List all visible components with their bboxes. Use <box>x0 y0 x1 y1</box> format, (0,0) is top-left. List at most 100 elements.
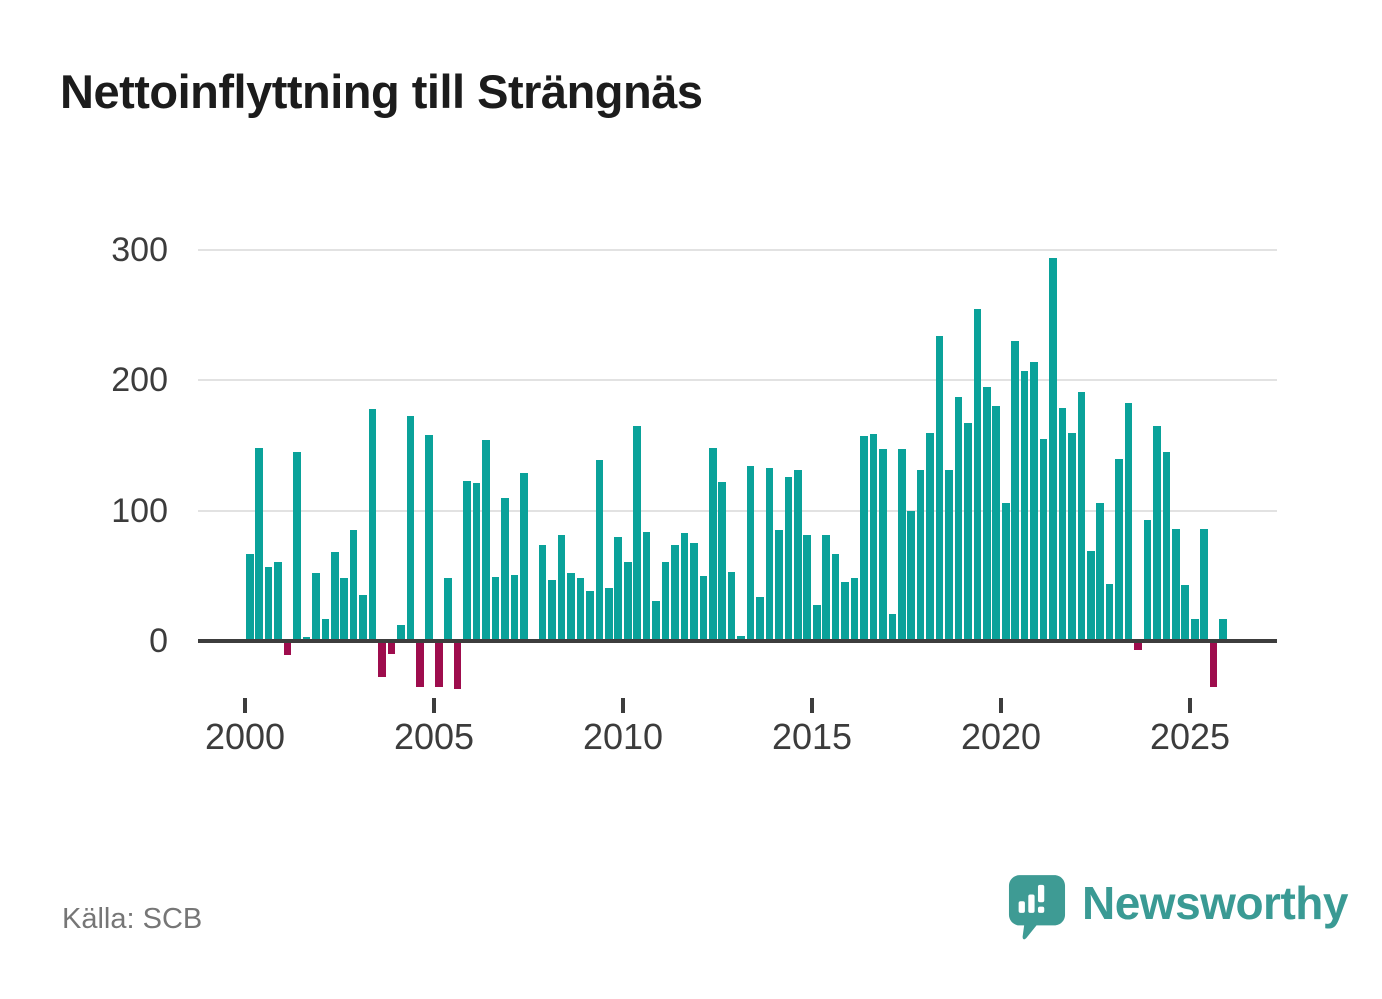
gridline <box>198 379 1277 382</box>
bar <box>954 397 963 641</box>
bar <box>1172 528 1180 641</box>
brand-footer: Newsworthy <box>1008 874 1348 944</box>
bar <box>831 553 840 641</box>
y-axis-tick-label: 100 <box>111 491 168 530</box>
bar <box>803 535 812 641</box>
bar <box>340 578 349 641</box>
bar <box>397 625 405 641</box>
bar <box>1219 618 1227 641</box>
bar <box>557 535 566 641</box>
x-axis-tick-label: 2025 <box>1149 716 1231 757</box>
bar <box>1020 371 1029 641</box>
chart-title: Nettoinflyttning till Strängnäs <box>60 65 703 118</box>
bar <box>746 466 755 641</box>
x-axis-tick <box>621 698 625 713</box>
bar <box>330 552 339 641</box>
bar <box>567 573 575 641</box>
x-axis-tick <box>1188 698 1192 713</box>
bar <box>708 448 717 641</box>
x-axis-tick-label: 2010 <box>582 716 664 757</box>
bar <box>519 472 528 641</box>
bar <box>1096 502 1105 641</box>
bar <box>680 532 689 641</box>
gridline <box>198 509 1277 512</box>
x-axis-tick <box>432 698 436 713</box>
bar <box>671 544 679 641</box>
bar <box>784 476 793 641</box>
bar <box>907 510 916 641</box>
bar <box>897 449 906 641</box>
bar <box>416 641 424 687</box>
bar <box>1143 519 1152 641</box>
x-axis-tick-label: 2015 <box>771 716 853 757</box>
bar <box>812 604 821 641</box>
bar <box>264 566 273 641</box>
bar <box>1134 641 1142 651</box>
bar <box>1030 362 1038 641</box>
y-axis-tick-label: 200 <box>111 361 168 400</box>
bar <box>538 544 547 641</box>
bar <box>576 578 585 641</box>
x-axis-tick <box>810 698 814 713</box>
bar <box>349 530 358 641</box>
bar <box>595 459 604 641</box>
bar <box>472 483 481 641</box>
bar <box>1058 407 1067 641</box>
bar <box>1039 439 1048 641</box>
bar <box>491 577 500 641</box>
bar <box>1162 452 1171 641</box>
bar <box>1153 426 1161 641</box>
bar <box>1068 432 1076 641</box>
bar <box>935 336 944 641</box>
bar <box>992 406 1001 641</box>
bar <box>548 579 556 641</box>
bar <box>642 531 651 641</box>
bar <box>501 497 509 641</box>
gridline <box>198 249 1277 252</box>
bar <box>425 435 434 641</box>
bar <box>463 480 471 641</box>
brand-name: Newsworthy <box>1082 877 1348 929</box>
bar <box>586 591 594 641</box>
bar <box>945 470 953 641</box>
x-axis-tick-label: 2020 <box>960 716 1042 757</box>
bar <box>775 530 783 641</box>
bar <box>614 536 623 641</box>
bar <box>605 587 613 641</box>
bar <box>879 449 887 641</box>
bar <box>1181 584 1190 641</box>
source-caption: Källa: SCB <box>62 903 203 935</box>
bar <box>482 440 490 641</box>
bar <box>718 482 727 641</box>
y-axis-tick-label: 0 <box>149 622 168 660</box>
bar <box>860 436 868 641</box>
bar <box>926 432 934 641</box>
bar <box>973 308 982 641</box>
x-axis-tick <box>243 698 247 713</box>
bar <box>765 467 774 641</box>
x-axis-tick <box>999 698 1003 713</box>
bar <box>1086 551 1095 641</box>
bar <box>737 635 745 641</box>
bar <box>850 578 859 641</box>
bar <box>444 578 452 641</box>
bar <box>1001 502 1010 641</box>
bar <box>888 613 897 641</box>
bar <box>822 535 830 641</box>
x-axis-tick-label: 2005 <box>393 716 475 757</box>
bar <box>652 600 660 641</box>
newsworthy-logo-icon <box>1008 875 1066 940</box>
bar <box>1077 392 1086 641</box>
bar <box>387 641 396 655</box>
bar <box>690 543 698 641</box>
bar <box>434 641 443 687</box>
bar <box>1011 341 1019 641</box>
bar <box>378 641 386 678</box>
bar <box>633 426 641 641</box>
bar <box>368 409 377 641</box>
bar <box>283 641 292 656</box>
bar <box>510 574 519 641</box>
bar <box>293 452 301 641</box>
x-axis-tick-label: 2000 <box>204 716 286 757</box>
